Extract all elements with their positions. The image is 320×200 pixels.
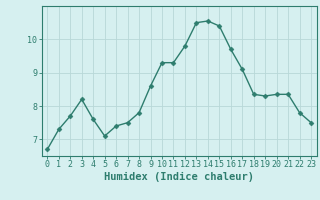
X-axis label: Humidex (Indice chaleur): Humidex (Indice chaleur) (104, 172, 254, 182)
